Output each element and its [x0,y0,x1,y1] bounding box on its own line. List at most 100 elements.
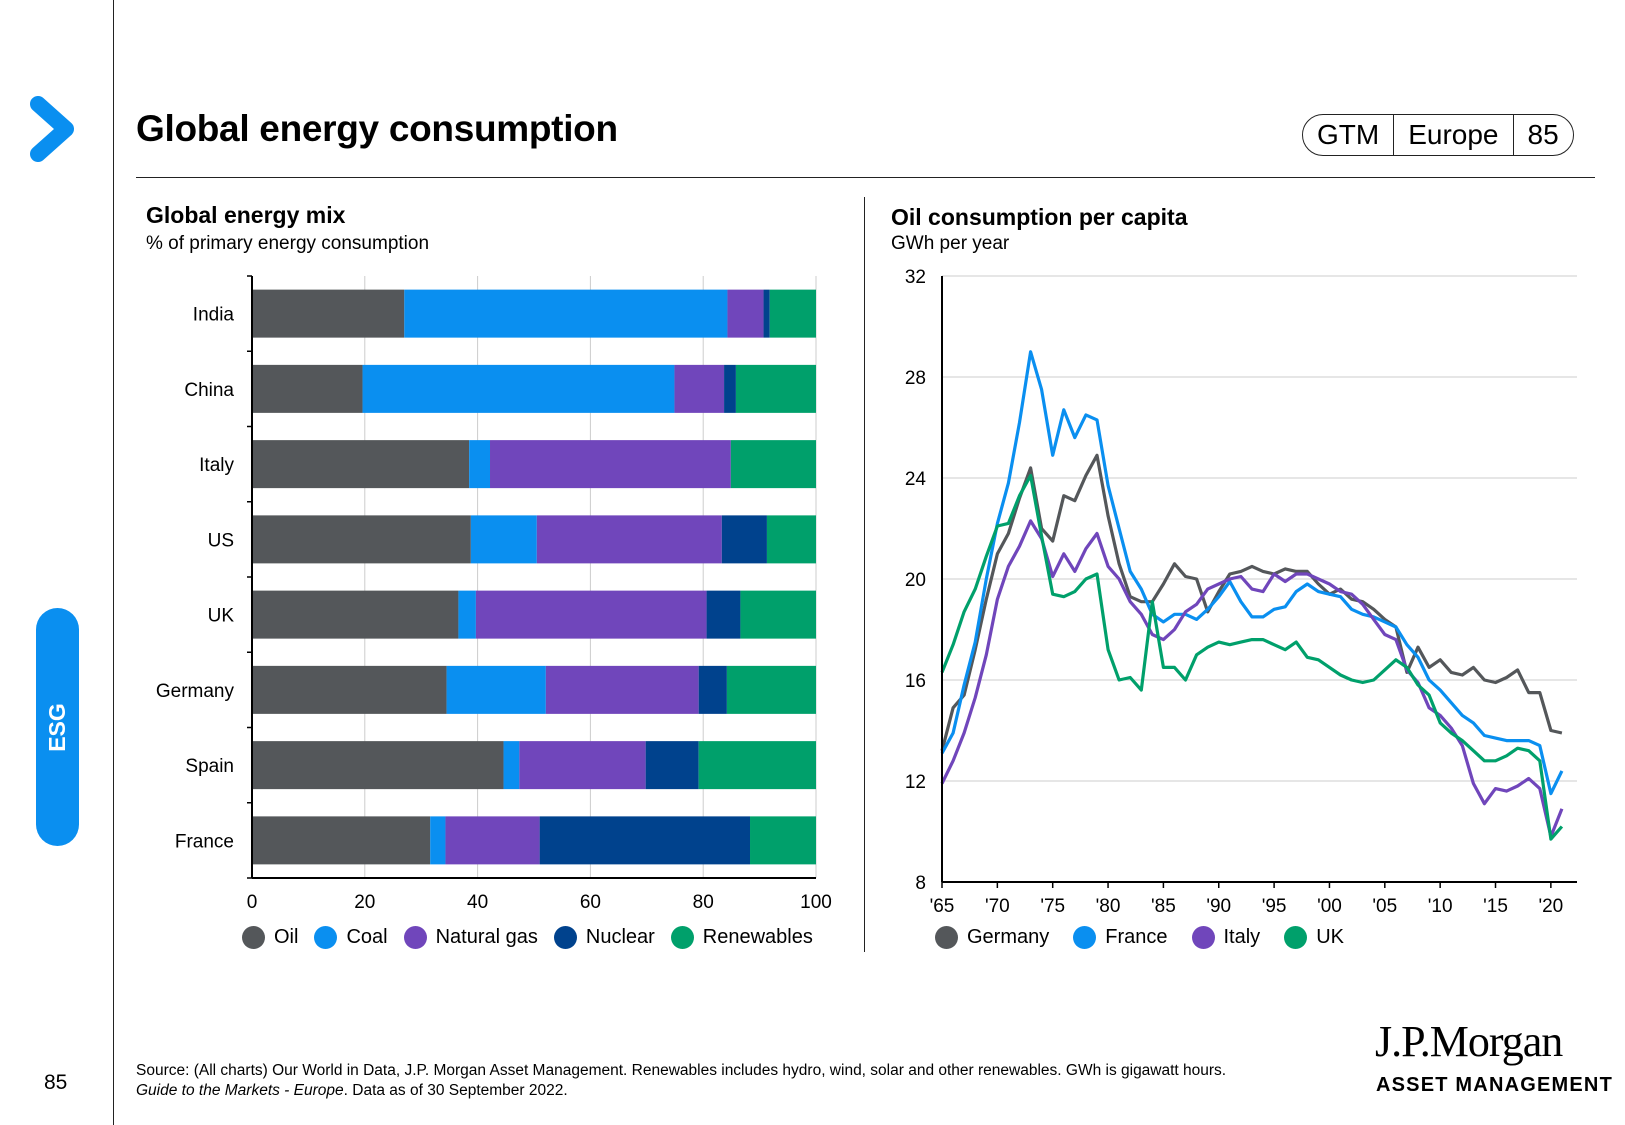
legend-swatch [553,926,577,949]
section-tab-esg[interactable] [36,608,79,846]
bar-germany-natural-gas [545,665,699,714]
bar-spain-renewables [698,741,816,790]
bar-us-renewables [766,515,816,564]
legend-label: Renewables [702,926,813,948]
jpmorgan-logo: J.P.Morgan [1375,1017,1563,1066]
bar-us-nuclear [721,515,767,564]
legend-label: Germany [967,926,1050,948]
y-tick-label: 12 [905,772,926,793]
legend-swatch [242,926,265,949]
x-tick-label: '15 [1483,896,1508,917]
bar-uk-oil [252,590,459,639]
footnote-date: . Data as of 30 September 2022. [343,1082,568,1099]
bar-china-renewables [735,364,816,413]
y-tick-label: 16 [905,671,926,692]
x-tick-label: '20 [1538,896,1563,917]
bar-france-natural-gas [445,816,540,865]
bar-germany-renewables [726,665,816,714]
badge-page: 85 [1512,115,1573,155]
energy-mix-title: Global energy mix [146,202,346,228]
legend-swatch [935,926,958,949]
bar-us-oil [252,515,471,564]
bar-india-natural-gas [727,289,764,338]
sidebar-divider [113,0,114,1125]
y-tick-label: 20 [905,570,926,591]
x-tick-label: '05 [1372,896,1397,917]
bar-china-coal [362,364,675,413]
asset-management-logo: ASSET MANAGEMENT [1376,1074,1613,1096]
x-tick-label: '70 [985,896,1010,917]
category-label: Italy [199,455,234,476]
bar-us-coal [470,515,537,564]
energy-mix-chart: 0 20 40 60 80 100 India China Italy US UK Germany Sp… [156,275,832,913]
badge-region: Europe [1393,115,1512,155]
legend-label: France [1105,926,1168,948]
section-tab-label: ESG [44,702,71,752]
oil-chart-legend: Germany France Italy UK [935,926,1368,949]
legend-label: Nuclear [585,926,655,948]
bar-germany-nuclear [698,665,727,714]
page-title: Global energy consumption [136,108,618,149]
x-tick-label: 0 [247,892,258,913]
legend-swatch [670,926,694,949]
line-italy [940,519,1564,839]
bar-italy-renewables [730,440,816,489]
bar-italy-oil [252,440,470,489]
legend-item-italy: Italy [1191,926,1260,949]
bar-spain-oil [252,741,504,790]
footnote-source: Source: (All charts) Our World in Data, … [136,1062,1227,1079]
bar-uk-nuclear [706,590,741,639]
bar-germany-oil [252,665,447,714]
legend-swatch [314,926,338,949]
legend-item-oil: Oil [242,926,298,949]
category-label: Germany [156,681,235,702]
bar-france-coal [430,816,446,865]
x-tick-label: 60 [580,892,601,913]
x-tick-label: '00 [1317,896,1342,917]
x-tick-label: '90 [1206,896,1231,917]
bar-italy-coal [469,440,491,489]
panel-divider [864,197,865,952]
category-label: UK [208,606,235,627]
x-tick-label: '80 [1096,896,1121,917]
bar-uk-coal [458,590,476,639]
category-label: India [193,305,235,326]
bar-spain-coal [503,741,520,790]
legend-label: Natural gas [435,926,538,948]
x-tick-label: 40 [467,892,488,913]
bar-india-coal [404,289,728,338]
x-tick-label: 100 [800,892,832,913]
line-france [940,350,1564,796]
bar-india-oil [252,289,405,338]
legend-item-france: France [1073,926,1168,949]
energy-mix-legend: Oil Coal Natural gas Nuclear Renewables [242,926,829,949]
source-footnote: Source: (All charts) Our World in Data, … [136,1061,1336,1101]
page-number: 85 [44,1071,68,1094]
guide-badge: GTM Europe 85 [1302,114,1574,156]
bar-india-nuclear [763,289,770,338]
bar-china-oil [252,364,363,413]
line-uk [940,473,1564,841]
category-label: Spain [185,756,234,777]
bar-france-renewables [750,816,816,865]
legend-swatch [1073,926,1097,949]
legend-label: Coal [346,926,388,948]
bar-china-natural-gas [674,364,725,413]
legend-label: UK [1316,926,1344,948]
bar-china-nuclear [724,364,736,413]
category-label: China [184,380,234,401]
x-tick-label: '10 [1428,896,1453,917]
line-germany [940,453,1563,752]
badge-gtm: GTM [1317,119,1380,150]
chevron-right-icon[interactable] [28,96,82,162]
legend-item-coal: Coal [314,926,388,949]
y-tick-label: 28 [905,368,926,389]
bar-france-oil [252,816,431,865]
x-tick-label: '85 [1151,896,1176,917]
bar-india-renewables [769,289,816,338]
oil-chart-title: Oil consumption per capita [891,204,1188,230]
legend-label: Oil [274,926,299,948]
bar-germany-coal [446,665,546,714]
y-tick-label: 32 [905,267,926,288]
footnote-guide-title: Guide to the Markets - Europe [136,1082,344,1099]
